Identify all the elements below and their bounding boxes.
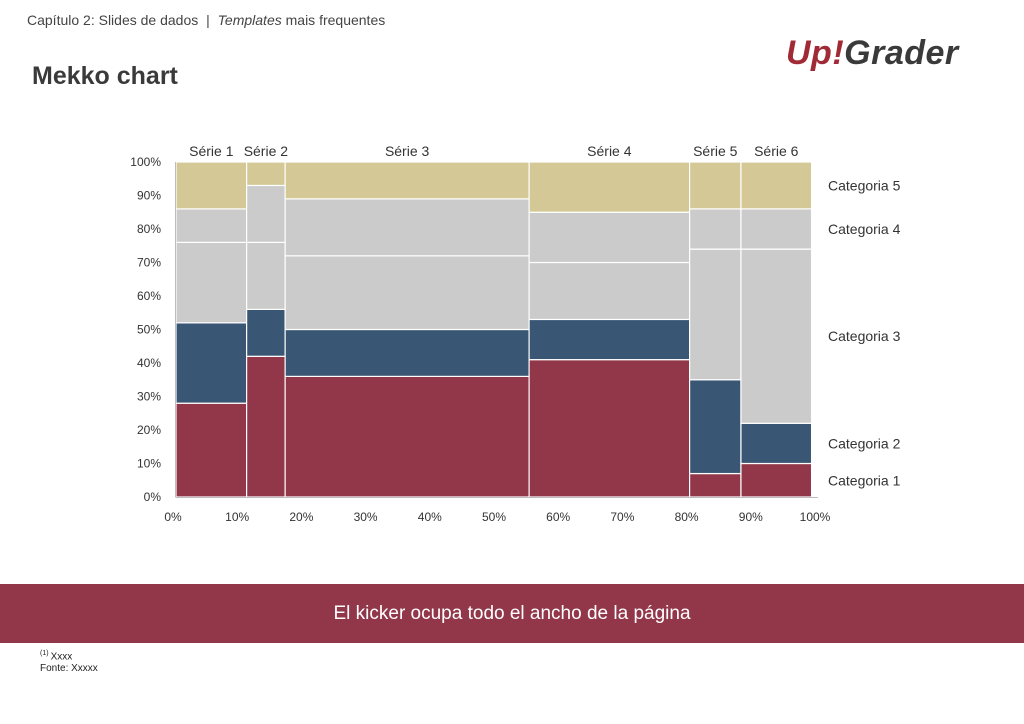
kicker-banner: El kicker ocupa todo el ancho de la pági… <box>0 584 1024 643</box>
series-label: Série 5 <box>693 143 738 159</box>
mekko-segment <box>528 359 691 498</box>
footnote-source: Fonte: Xxxxx <box>40 663 98 675</box>
y-tick-label: 100% <box>130 155 161 169</box>
x-tick-label: 100% <box>800 510 831 524</box>
mekko-segment <box>740 462 813 498</box>
mekko-segment <box>175 322 248 404</box>
series-label: Série 4 <box>587 143 632 159</box>
y-tick-label: 10% <box>137 457 161 471</box>
mekko-segment <box>175 161 248 210</box>
x-tick-label: 20% <box>289 510 313 524</box>
y-tick-label: 40% <box>137 356 161 370</box>
kicker-text: El kicker ocupa todo el ancho de la pági… <box>333 602 691 624</box>
breadcrumb-suffix: mais frequentes <box>281 12 386 28</box>
x-tick-label: 10% <box>225 510 249 524</box>
mekko-segment <box>246 355 286 498</box>
x-tick-label: 80% <box>675 510 699 524</box>
breadcrumb-italic: Templates <box>217 12 282 28</box>
mekko-segment <box>284 255 530 331</box>
x-tick-label: 90% <box>739 510 763 524</box>
x-tick-label: 40% <box>418 510 442 524</box>
breadcrumb-separator: | <box>206 12 210 28</box>
mekko-segment <box>528 211 691 264</box>
category-label: Categoria 1 <box>828 472 901 488</box>
page-title: Mekko chart <box>32 62 178 90</box>
mekko-segment <box>175 241 248 324</box>
category-label: Categoria 5 <box>828 177 901 193</box>
category-label: Categoria 3 <box>828 328 901 344</box>
mekko-segment <box>528 261 691 321</box>
x-tick-label: 70% <box>610 510 634 524</box>
x-tick-label: 0% <box>164 510 182 524</box>
mekko-segment <box>528 161 691 213</box>
footnote-text: Xxxx <box>50 651 73 663</box>
y-tick-label: 90% <box>137 189 161 203</box>
y-tick-label: 70% <box>137 256 161 270</box>
mekko-segment <box>740 422 813 465</box>
series-label: Série 3 <box>385 143 430 159</box>
y-tick-label: 80% <box>137 222 161 236</box>
mekko-segment <box>688 472 742 498</box>
y-tick-label: 50% <box>137 323 161 337</box>
logo-bang: ! <box>832 34 845 72</box>
series-label: Série 1 <box>189 143 234 159</box>
mekko-segment <box>688 208 742 250</box>
mekko-segment <box>740 208 813 250</box>
mekko-segment <box>740 161 813 210</box>
breadcrumb-chapter: Capítulo 2: Slides de dados <box>27 12 199 28</box>
mekko-segment <box>688 161 742 210</box>
mekko-segment <box>284 161 530 200</box>
x-tick-label: 50% <box>482 510 506 524</box>
footnote-note: (1) Xxxx <box>40 648 98 663</box>
category-label: Categoria 4 <box>828 221 901 237</box>
mekko-segment <box>246 161 286 187</box>
mekko-segment <box>284 198 530 257</box>
mekko-segment <box>688 379 742 475</box>
mekko-segment <box>246 241 286 310</box>
y-tick-label: 0% <box>144 490 162 504</box>
mekko-segment <box>175 208 248 243</box>
mekko-chart: Série 1 Série 2 Série 3 Série 4 Série 5 Série… <box>130 143 901 524</box>
upgrader-logo: Up!Grader <box>786 34 959 73</box>
x-tick-label: 60% <box>546 510 570 524</box>
series-label: Série 2 <box>244 143 289 159</box>
mekko-segment <box>284 375 530 498</box>
breadcrumb: Capítulo 2: Slides de dados | Templates … <box>27 12 385 28</box>
y-tick-label: 60% <box>137 289 161 303</box>
footnote-marker: (1) <box>40 650 49 657</box>
mekko-segment <box>688 248 742 381</box>
footnote: (1) Xxxx Fonte: Xxxxx <box>40 648 98 675</box>
mekko-segment <box>740 248 813 424</box>
logo-up: Up <box>786 34 833 72</box>
mekko-segment <box>246 184 286 243</box>
mekko-segment <box>175 402 248 498</box>
category-label: Categoria 2 <box>828 435 901 451</box>
y-tick-label: 30% <box>137 390 161 404</box>
x-tick-label: 30% <box>354 510 378 524</box>
mekko-segment <box>528 318 691 361</box>
logo-grader: Grader <box>844 34 959 72</box>
y-tick-label: 20% <box>137 423 161 437</box>
mekko-segment <box>284 328 530 378</box>
series-label: Série 6 <box>754 143 799 159</box>
mekko-segment <box>246 308 286 357</box>
